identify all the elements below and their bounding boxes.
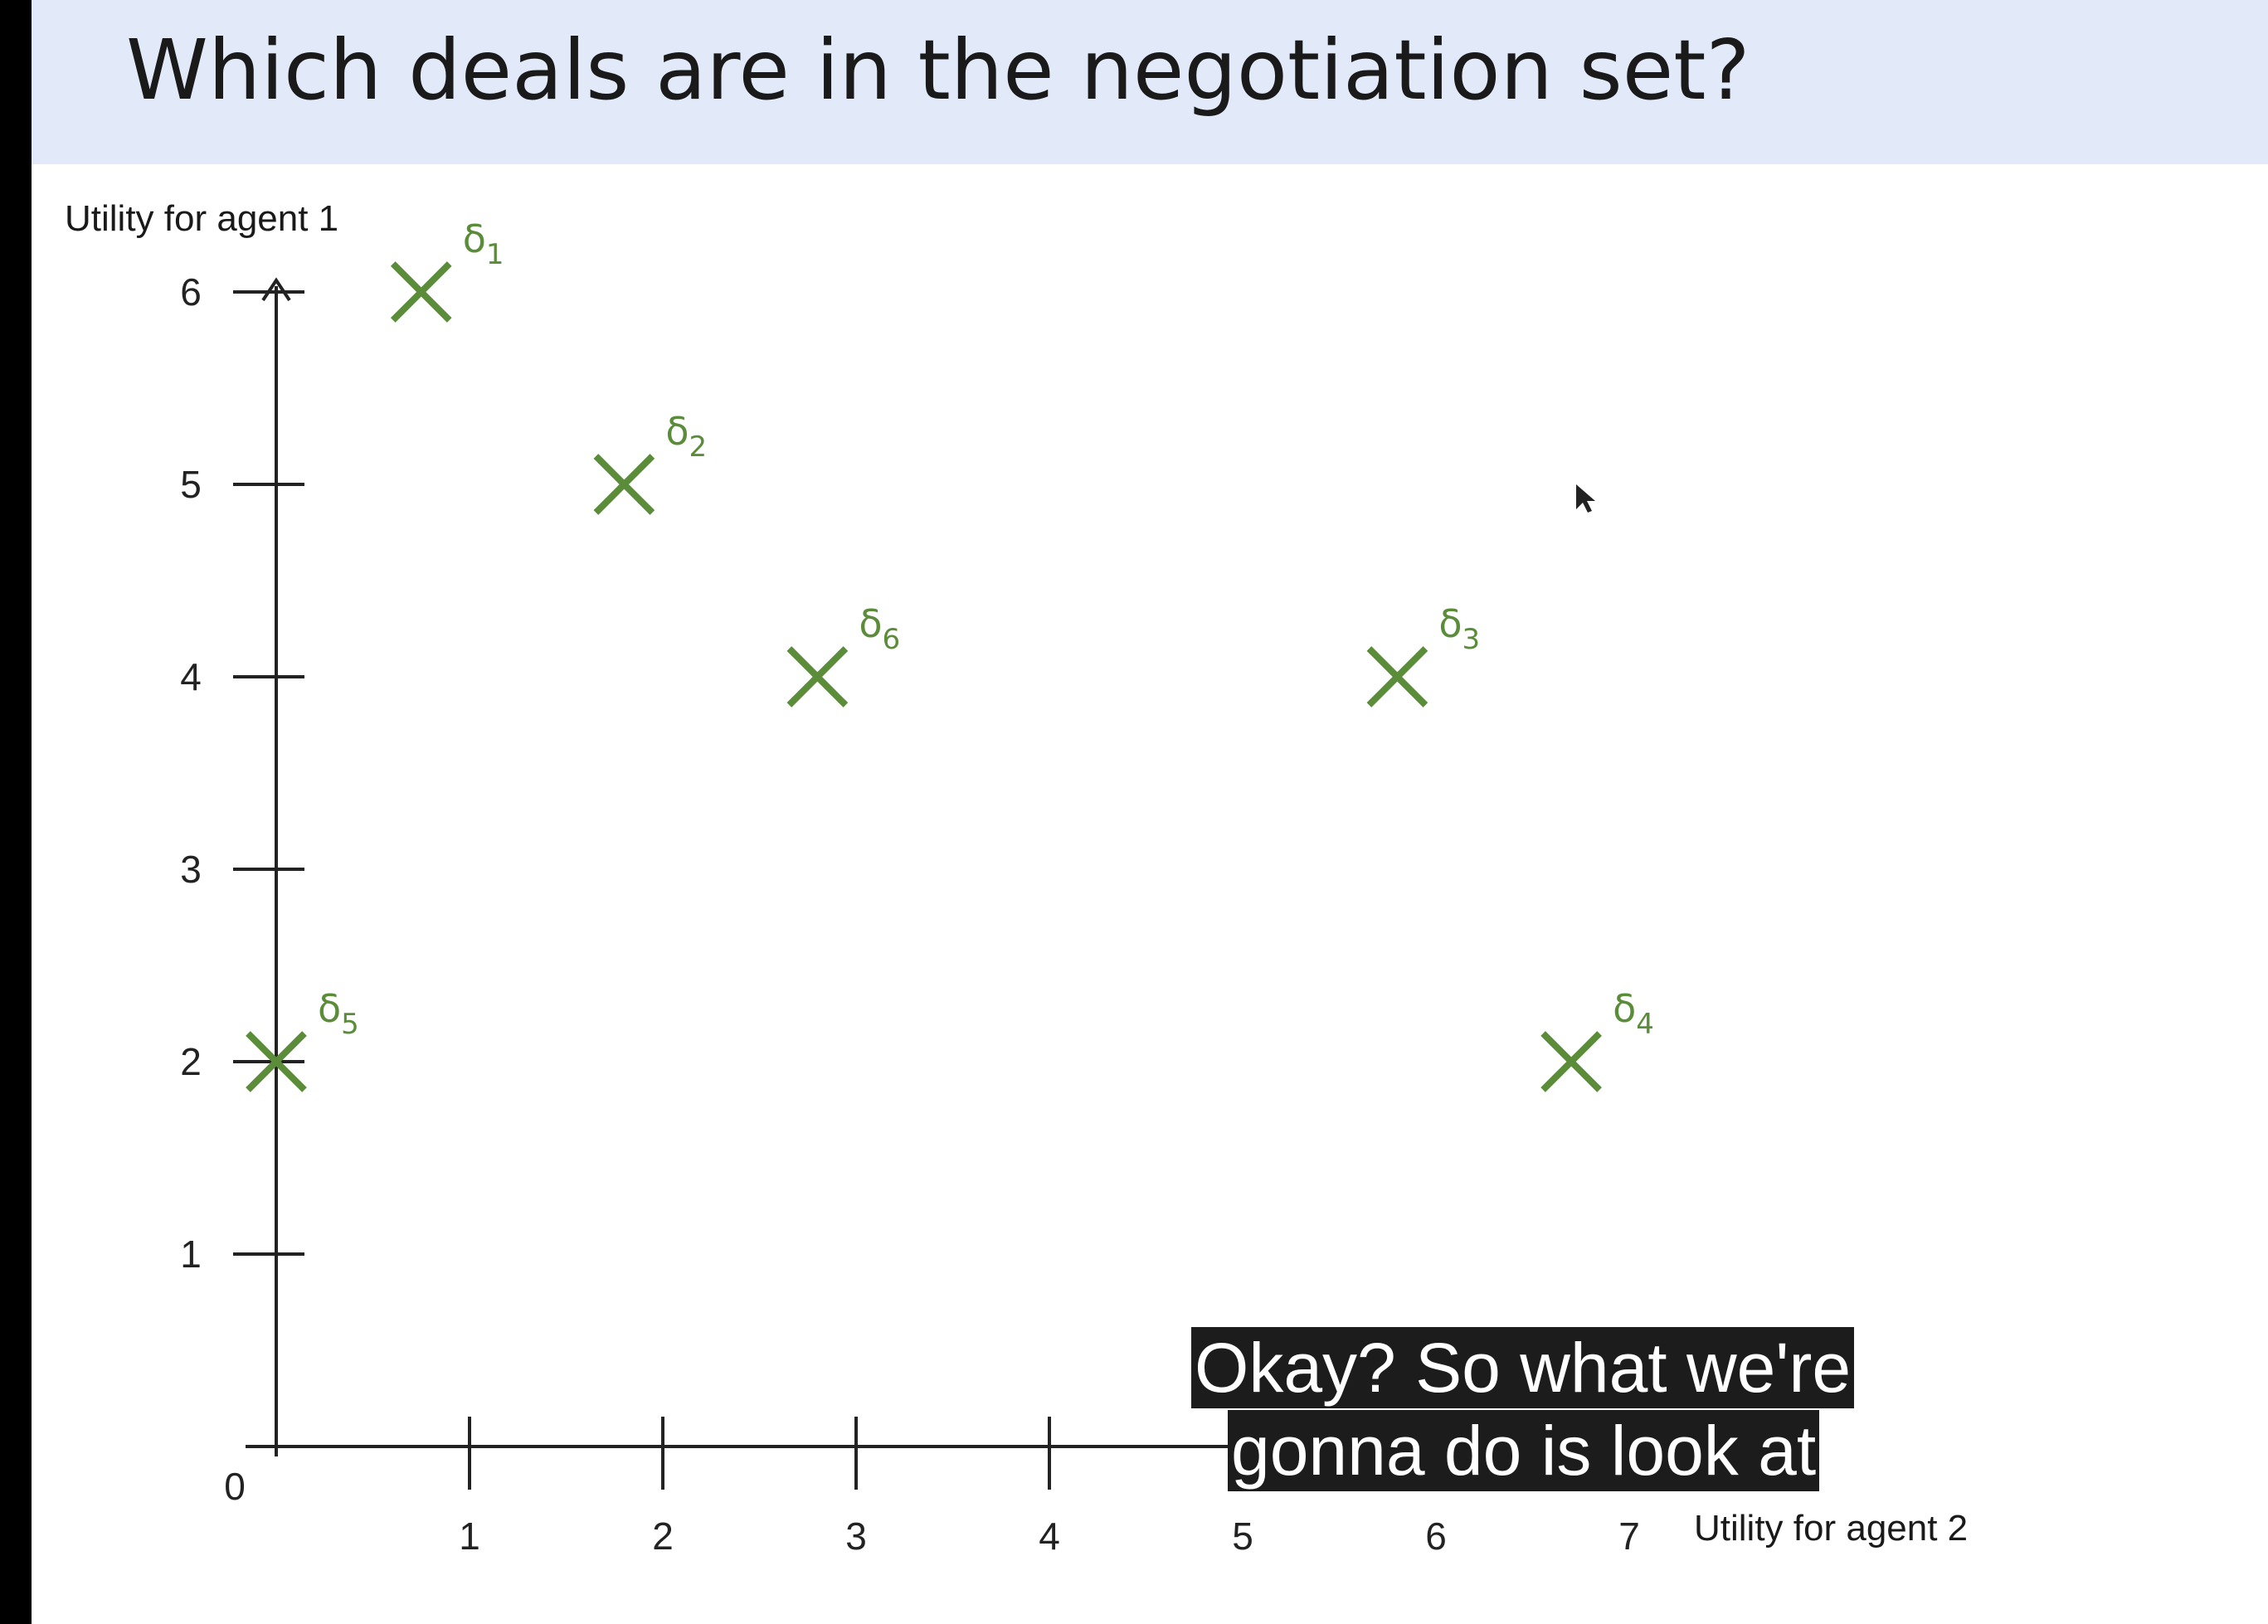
x-axis-label: Utility for agent 2 [1694, 1508, 1968, 1549]
deal-point-delta-4: δ4 [1540, 986, 1654, 1092]
marker-stroke [1540, 1031, 1602, 1092]
point-label-subscript: 3 [1463, 623, 1481, 656]
point-label-subscript: 4 [1636, 1008, 1654, 1041]
slide-title: Which deals are in the negotiation set? [126, 22, 1750, 119]
point-label-delta-6: δ6 [859, 601, 900, 656]
point-label-delta-5: δ5 [318, 986, 359, 1041]
point-label-delta-1: δ1 [463, 216, 504, 271]
point-label-delta-3: δ3 [1438, 601, 1480, 656]
slide-header [32, 0, 2268, 164]
deal-point-delta-6: δ6 [786, 601, 900, 707]
marker-stroke [246, 1031, 307, 1092]
x-tick-label-5: 5 [1232, 1515, 1253, 1558]
x-tick-label-7: 7 [1618, 1515, 1640, 1558]
y-tick-label-1: 1 [180, 1233, 202, 1276]
left-black-bar [0, 0, 32, 1624]
point-label-delta-2: δ2 [665, 409, 707, 464]
point-label-subscript: 5 [341, 1008, 359, 1041]
y-tick-label-4: 4 [180, 655, 202, 698]
x-tick-label-1: 1 [459, 1515, 480, 1558]
x-tick-label-6: 6 [1425, 1515, 1447, 1558]
deal-point-delta-2: δ2 [593, 409, 707, 515]
mouse-pointer-icon [1576, 484, 1595, 513]
caption-line-2: gonna do is look at [1228, 1410, 1820, 1491]
subtitle-caption: Okay? So what we're gonna do is look at [1191, 1327, 1855, 1491]
point-label-delta-4: δ4 [1613, 986, 1654, 1041]
deal-point-delta-1: δ1 [390, 216, 504, 323]
axes [246, 277, 1294, 1456]
deal-point-delta-5: δ5 [246, 986, 359, 1092]
origin-label: 0 [224, 1465, 246, 1508]
x-tick-label-4: 4 [1039, 1515, 1060, 1558]
y-tick-label-3: 3 [180, 848, 202, 891]
y-axis-label: Utility for agent 1 [65, 198, 338, 239]
caption-line-1: Okay? So what we're [1191, 1327, 1855, 1408]
marker-stroke [390, 261, 452, 323]
y-tick-label-6: 6 [180, 270, 202, 314]
y-tick-label-2: 2 [180, 1040, 202, 1083]
marker-stroke [593, 454, 655, 515]
point-label-subscript: 1 [486, 238, 504, 271]
point-label-subscript: 6 [883, 623, 901, 656]
data-points: δ1 δ2 δ6 δ3 δ4 δ5 [246, 216, 1654, 1092]
marker-stroke [1366, 646, 1428, 707]
point-label-subscript: 2 [689, 430, 708, 464]
x-tick-label-2: 2 [652, 1515, 674, 1558]
deal-point-delta-3: δ3 [1366, 601, 1480, 707]
y-tick-label-5: 5 [180, 463, 202, 506]
x-tick-label-3: 3 [845, 1515, 867, 1558]
marker-stroke [786, 646, 849, 707]
